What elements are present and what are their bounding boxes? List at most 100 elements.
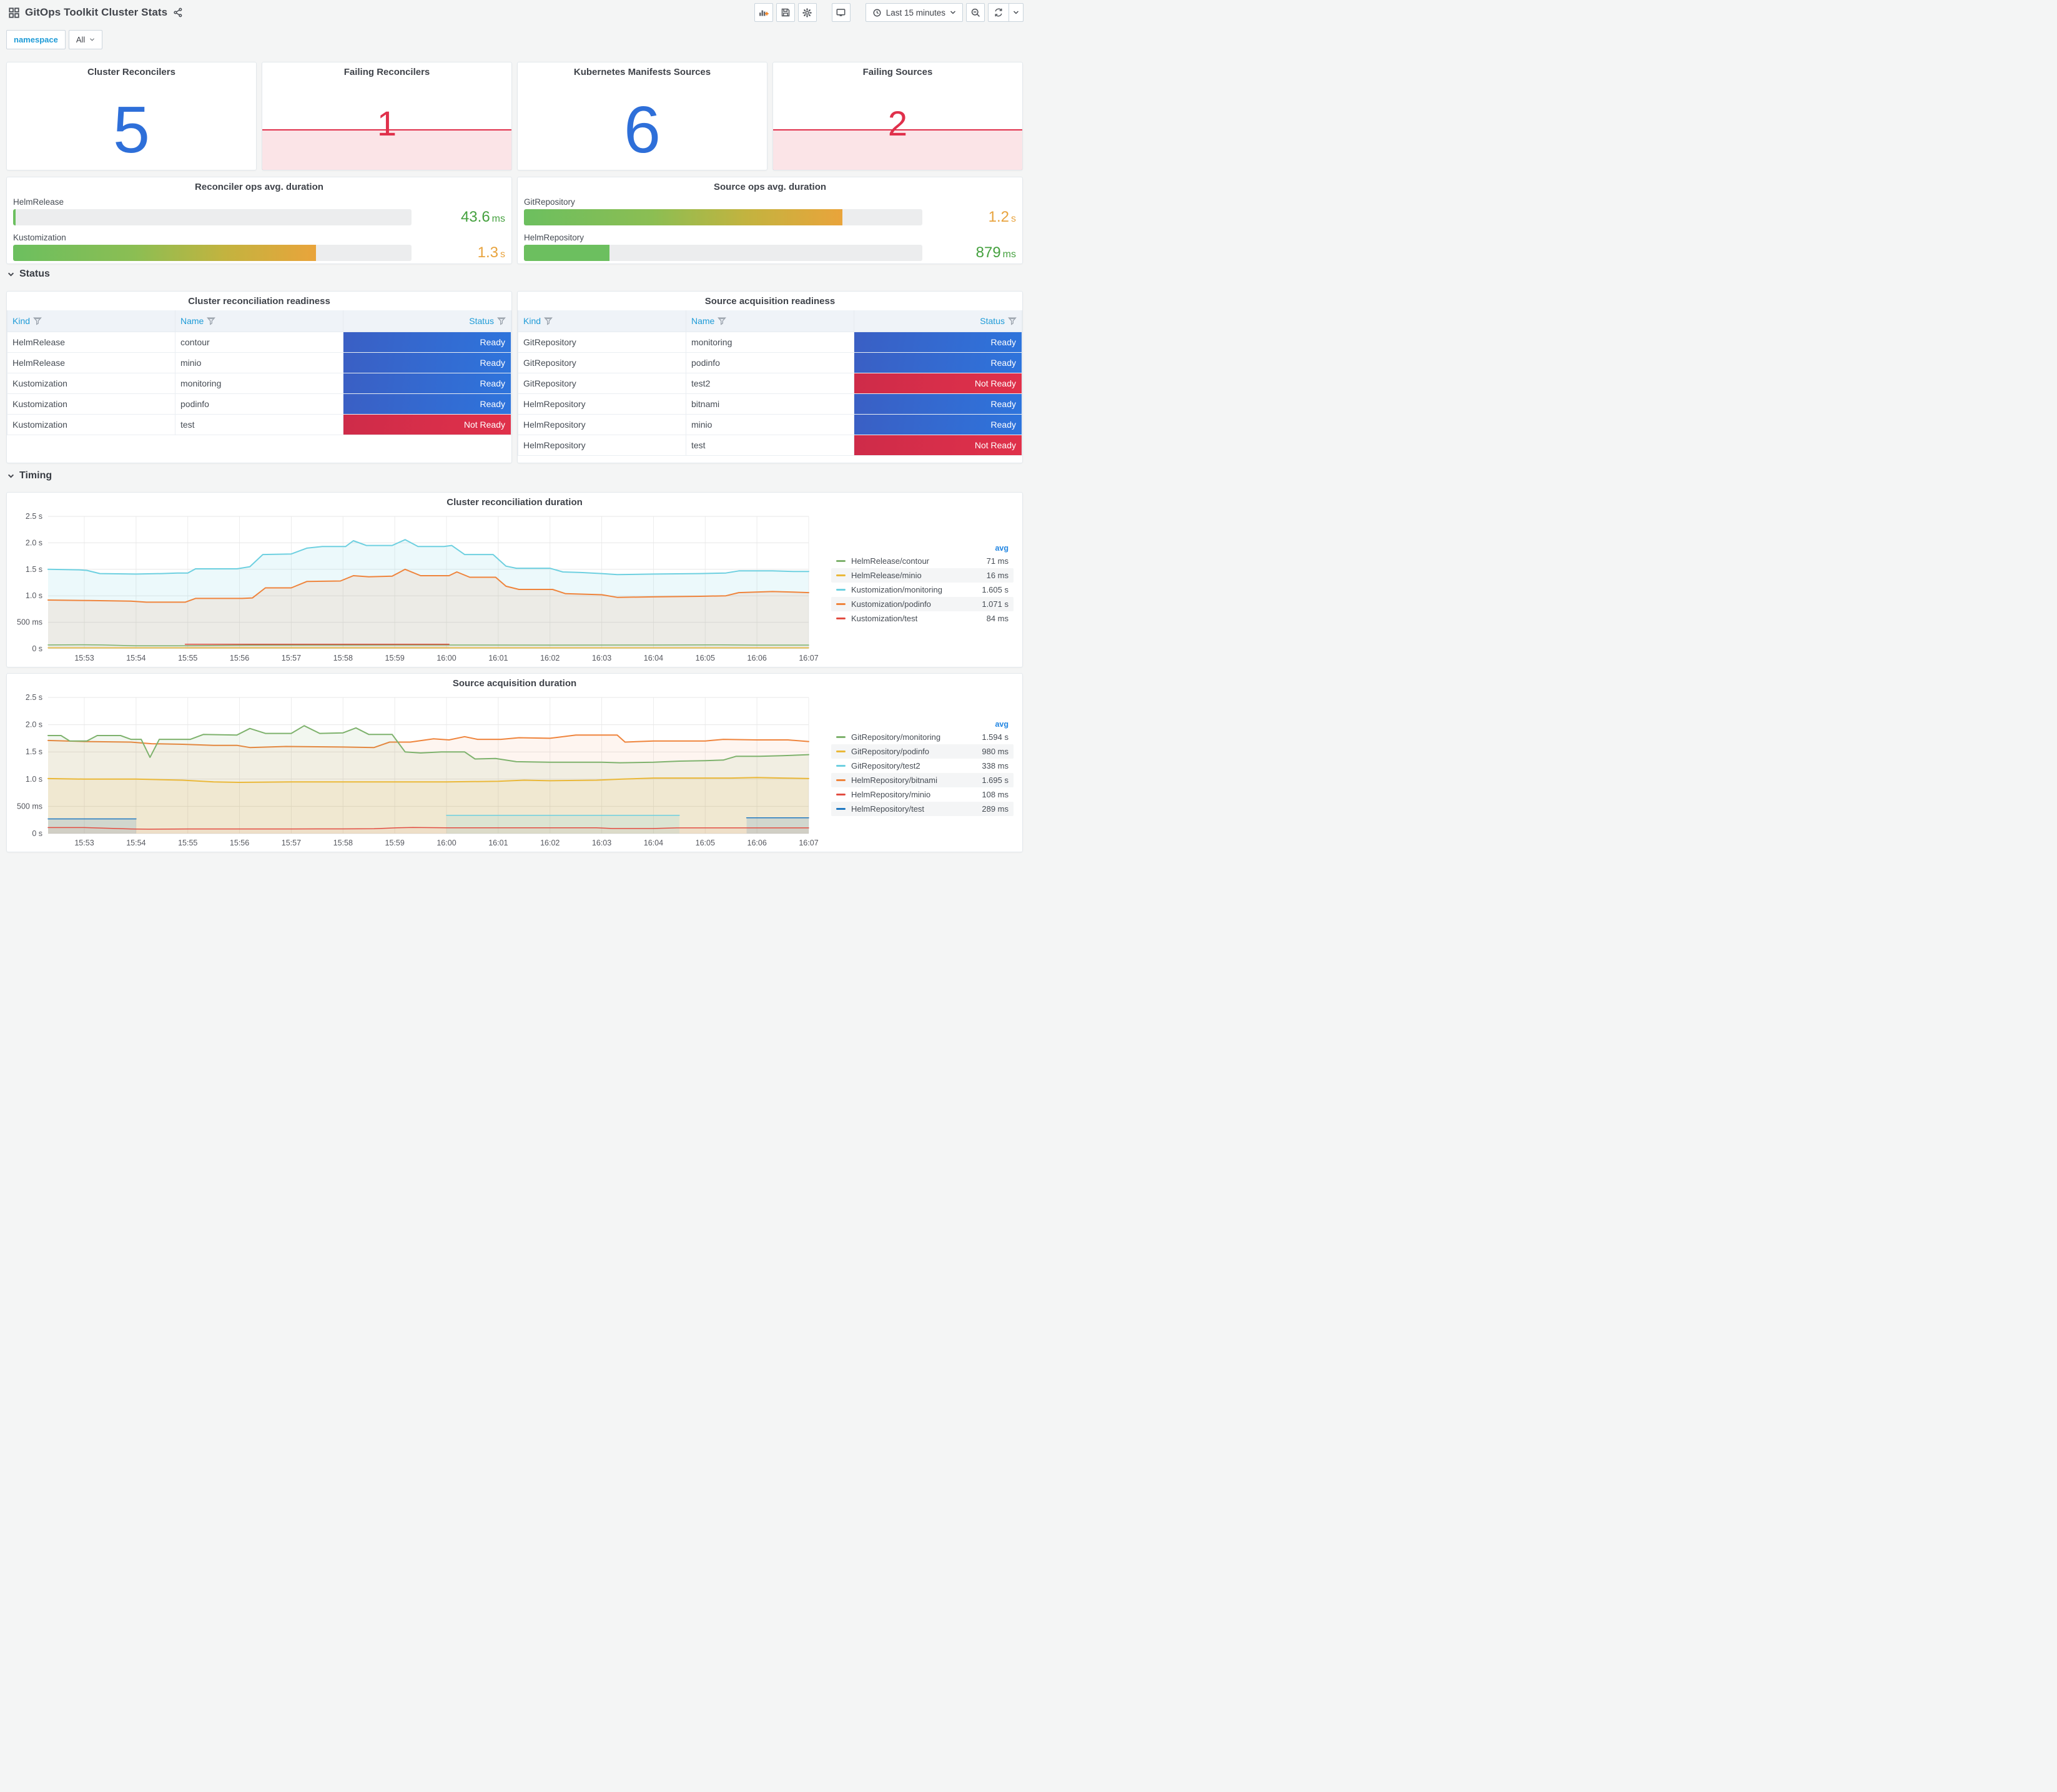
panel-cluster-reconciliation-readiness: Cluster reconciliation readiness Kind Nam… bbox=[6, 291, 512, 463]
panel-title[interactable]: Kubernetes Manifests Sources bbox=[573, 67, 711, 77]
legend-item[interactable]: Kustomization/test 84 ms bbox=[831, 611, 1014, 626]
table-row: GitRepository podinfo Ready bbox=[518, 352, 1022, 373]
time-series-plot[interactable]: 0 s 500 ms 1.0 s 1.5 s 2.0 s 2.5 s 15:53 15:54 1… bbox=[12, 511, 824, 666]
refresh-icon[interactable] bbox=[989, 4, 1009, 21]
svg-text:15:54: 15:54 bbox=[126, 839, 146, 847]
series-name: HelmRelease/minio bbox=[851, 571, 922, 580]
legend-item[interactable]: GitRepository/monitoring 1.594 s bbox=[831, 730, 1014, 744]
panel-title[interactable]: Source acquisition readiness bbox=[704, 296, 836, 307]
series-color-swatch bbox=[836, 750, 846, 752]
svg-text:16:00: 16:00 bbox=[437, 839, 456, 847]
gauge-track bbox=[13, 209, 412, 225]
column-header-kind[interactable]: Kind bbox=[518, 310, 686, 332]
section-timing[interactable]: Timing bbox=[7, 470, 52, 481]
chevron-down-icon bbox=[7, 272, 14, 277]
refresh-interval-chevron-icon[interactable] bbox=[1009, 4, 1023, 21]
panel-title[interactable]: Cluster Reconcilers bbox=[87, 67, 175, 77]
threshold-line bbox=[773, 129, 1022, 130]
table-row: HelmRelease contour Ready bbox=[7, 331, 511, 353]
svg-text:15:56: 15:56 bbox=[230, 839, 249, 847]
panel-title[interactable]: Source ops avg. duration bbox=[713, 182, 827, 192]
legend-item[interactable]: HelmRelease/contour 71 ms bbox=[831, 554, 1014, 568]
svg-text:16:03: 16:03 bbox=[592, 839, 611, 847]
gauge-label: Kustomization bbox=[13, 233, 66, 242]
svg-text:2.0 s: 2.0 s bbox=[26, 721, 42, 729]
series-avg-value: 71 ms bbox=[986, 556, 1009, 566]
legend-avg-header[interactable]: avg bbox=[995, 719, 1009, 729]
zoom-out-button[interactable] bbox=[966, 3, 985, 22]
legend-item[interactable]: GitRepository/test2 338 ms bbox=[831, 759, 1014, 773]
chevron-down-icon bbox=[950, 10, 956, 15]
series-color-swatch bbox=[836, 618, 846, 619]
panel-failing-reconcilers: Failing Reconcilers 1 bbox=[262, 62, 512, 170]
panel-kubernetes-manifests-sources: Kubernetes Manifests Sources 6 bbox=[517, 62, 767, 170]
svg-text:0 s: 0 s bbox=[32, 644, 42, 653]
column-header-status[interactable]: Status bbox=[343, 310, 511, 332]
svg-text:16:04: 16:04 bbox=[644, 839, 663, 847]
cell-name: test bbox=[686, 434, 854, 456]
panel-title[interactable]: Source acquisition duration bbox=[452, 678, 577, 689]
svg-text:16:01: 16:01 bbox=[488, 839, 508, 847]
svg-text:16:05: 16:05 bbox=[696, 839, 715, 847]
status-badge: Ready bbox=[343, 393, 511, 414]
series-color-swatch bbox=[836, 779, 846, 781]
panel-failing-sources: Failing Sources 2 bbox=[772, 62, 1023, 170]
time-range-picker[interactable]: Last 15 minutes bbox=[865, 3, 963, 22]
series-color-swatch bbox=[836, 793, 846, 795]
panel-title[interactable]: Reconciler ops avg. duration bbox=[195, 182, 323, 192]
panel-title[interactable]: Failing Reconcilers bbox=[343, 67, 430, 77]
series-avg-value: 1.695 s bbox=[982, 775, 1009, 785]
series-color-swatch bbox=[836, 560, 846, 562]
time-series-plot[interactable]: 0 s 500 ms 1.0 s 1.5 s 2.0 s 2.5 s 15:53 15:54 1… bbox=[12, 692, 824, 850]
section-status[interactable]: Status bbox=[7, 268, 50, 280]
column-header-name[interactable]: Name bbox=[175, 310, 343, 332]
panel-title[interactable]: Failing Sources bbox=[862, 67, 933, 77]
svg-text:15:58: 15:58 bbox=[333, 654, 353, 662]
series-name: HelmRepository/bitnami bbox=[851, 775, 937, 785]
save-dashboard-button[interactable] bbox=[776, 3, 795, 22]
refresh-button[interactable] bbox=[988, 3, 1024, 22]
cell-name: monitoring bbox=[175, 372, 343, 394]
add-panel-button[interactable] bbox=[754, 3, 773, 22]
legend-item[interactable]: GitRepository/podinfo 980 ms bbox=[831, 744, 1014, 759]
panel-title[interactable]: Cluster reconciliation duration bbox=[446, 497, 583, 508]
tv-mode-button[interactable] bbox=[831, 3, 851, 22]
threshold-line bbox=[262, 129, 511, 130]
legend-item[interactable]: HelmRelease/minio 16 ms bbox=[831, 568, 1014, 583]
gauge-label: GitRepository bbox=[524, 197, 575, 207]
gauge-row-helmrelease: HelmRelease 43.6 ms bbox=[13, 197, 505, 226]
legend-avg-header[interactable]: avg bbox=[995, 544, 1009, 553]
column-header-status[interactable]: Status bbox=[854, 310, 1022, 332]
dashboard: GitOps Toolkit Cluster Stats bbox=[0, 0, 1028, 896]
table-row: GitRepository test2 Not Ready bbox=[518, 372, 1022, 394]
series-name: Kustomization/test bbox=[851, 614, 918, 623]
legend-item[interactable]: HelmRepository/test 289 ms bbox=[831, 801, 1014, 816]
column-header-kind[interactable]: Kind bbox=[7, 310, 175, 332]
status-badge: Ready bbox=[343, 332, 511, 352]
table-row: Kustomization monitoring Ready bbox=[7, 372, 511, 394]
series-color-swatch bbox=[836, 589, 846, 591]
panel-title[interactable]: Cluster reconciliation readiness bbox=[188, 296, 330, 307]
status-badge: Ready bbox=[854, 414, 1022, 435]
series-avg-value: 1.071 s bbox=[982, 599, 1009, 609]
apps-grid-icon[interactable] bbox=[9, 7, 19, 18]
table-row: HelmRepository minio Ready bbox=[518, 413, 1022, 435]
series-name: GitRepository/monitoring bbox=[851, 732, 941, 742]
variable-label-namespace[interactable]: namespace bbox=[6, 30, 66, 49]
status-badge: Not Ready bbox=[854, 373, 1022, 393]
column-header-name[interactable]: Name bbox=[686, 310, 854, 332]
svg-text:16:00: 16:00 bbox=[437, 654, 456, 662]
panel-source-acquisition-readiness: Source acquisition readiness Kind Name Sta… bbox=[517, 291, 1023, 463]
legend-item[interactable]: HelmRepository/bitnami 1.695 s bbox=[831, 772, 1014, 787]
legend-item[interactable]: Kustomization/podinfo 1.071 s bbox=[831, 597, 1014, 611]
legend-item[interactable]: HelmRepository/minio 108 ms bbox=[831, 787, 1014, 802]
settings-gear-icon[interactable] bbox=[797, 3, 817, 22]
stat-value: 1 bbox=[377, 104, 397, 144]
variable-selected-value: All bbox=[76, 35, 86, 44]
variable-value-dropdown[interactable]: All bbox=[68, 30, 103, 49]
share-icon[interactable] bbox=[173, 7, 183, 17]
readiness-table: Kind Name Status GitRepository monitoring Rea… bbox=[518, 310, 1022, 456]
status-badge: Not Ready bbox=[343, 414, 511, 435]
legend-item[interactable]: Kustomization/monitoring 1.605 s bbox=[831, 583, 1014, 597]
dashboard-title[interactable]: GitOps Toolkit Cluster Stats bbox=[25, 6, 168, 18]
